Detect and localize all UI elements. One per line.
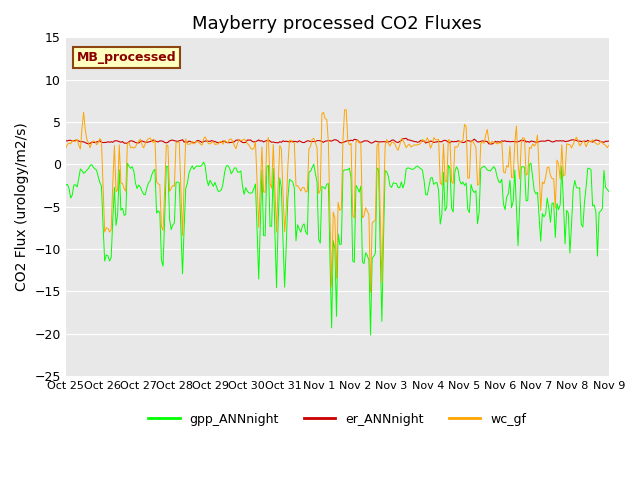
wc_gf [342,107,350,113]
wc_gf [182,136,189,142]
Legend: gpp_ANNnight, er_ANNnight, wc_gf: gpp_ANNnight, er_ANNnight, wc_gf [143,408,531,431]
wc_gf [516,176,524,182]
gpp_ANNnight [516,204,524,210]
Text: MB_processed: MB_processed [77,51,176,64]
gpp_ANNnight [367,332,374,338]
er_ANNnight [68,138,76,144]
er_ANNnight [62,138,70,144]
gpp_ANNnight [182,186,189,192]
wc_gf [224,140,232,146]
er_ANNnight [516,138,524,144]
wc_gf [509,174,517,180]
wc_gf [370,218,378,224]
Line: gpp_ANNnight: gpp_ANNnight [66,162,609,335]
er_ANNnight [605,138,612,144]
gpp_ANNnight [226,165,234,171]
Title: Mayberry processed CO2 Fluxes: Mayberry processed CO2 Fluxes [193,15,482,33]
er_ANNnight [224,140,232,145]
gpp_ANNnight [200,159,207,165]
er_ANNnight [182,139,189,144]
er_ANNnight [367,140,374,146]
Line: er_ANNnight: er_ANNnight [66,138,609,144]
er_ANNnight [509,139,517,144]
wc_gf [62,145,70,151]
er_ANNnight [488,141,496,147]
Line: wc_gf: wc_gf [66,110,609,292]
gpp_ANNnight [605,189,612,194]
gpp_ANNnight [62,182,70,188]
Y-axis label: CO2 Flux (urology/m2/s): CO2 Flux (urology/m2/s) [15,122,29,291]
gpp_ANNnight [509,199,517,204]
gpp_ANNnight [68,192,76,198]
wc_gf [605,143,612,148]
wc_gf [367,289,374,295]
gpp_ANNnight [370,253,378,259]
wc_gf [68,137,76,143]
er_ANNnight [403,135,410,141]
